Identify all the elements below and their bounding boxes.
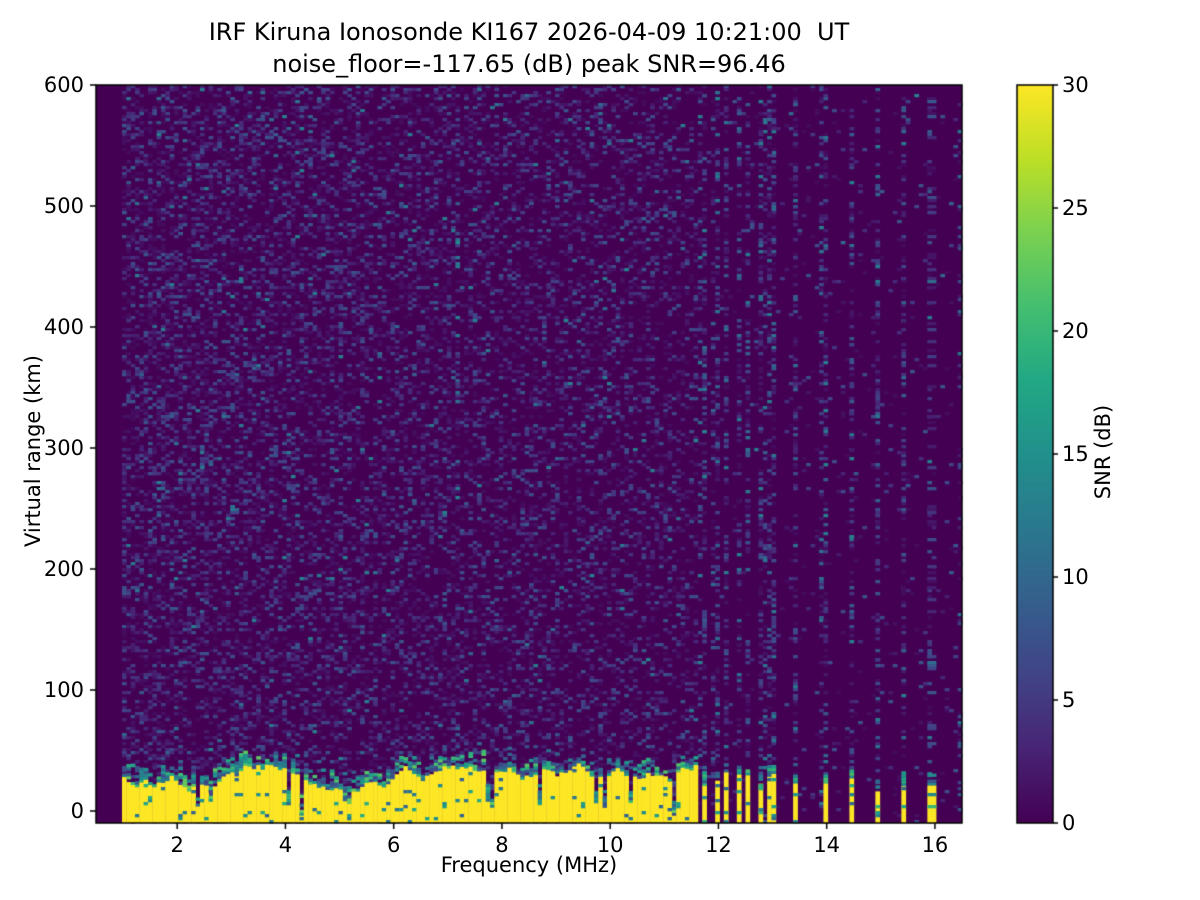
colorbar-tick-label: 20 bbox=[1062, 319, 1089, 343]
x-tick-label: 6 bbox=[387, 833, 401, 857]
x-tick-label: 4 bbox=[278, 833, 293, 857]
x-tick-label: 2 bbox=[170, 833, 184, 857]
x-tick-label: 10 bbox=[596, 833, 624, 857]
y-tick-label: 600 bbox=[43, 73, 84, 97]
colorbar-tick-label: 0 bbox=[1062, 811, 1076, 835]
x-tick-label: 14 bbox=[813, 833, 841, 857]
chart-title: IRF Kiruna Ionosonde KI167 2026-04-09 10… bbox=[208, 18, 850, 46]
colorbar-tick-label: 10 bbox=[1062, 565, 1089, 589]
y-tick-label: 400 bbox=[43, 314, 84, 339]
x-tick-label: 12 bbox=[705, 833, 732, 857]
colorbar-tick-label: 25 bbox=[1062, 196, 1089, 220]
x-tick-label: 16 bbox=[921, 833, 949, 857]
y-tick-label: 100 bbox=[43, 677, 84, 702]
x-tick-label: 8 bbox=[495, 833, 509, 857]
y-tick-label: 500 bbox=[43, 193, 84, 218]
colorbar-tick-label: 15 bbox=[1062, 442, 1089, 466]
chart-subtitle: noise_floor=-117.65 (dB) peak SNR=96.46 bbox=[272, 50, 786, 78]
y-tick-label: 200 bbox=[43, 556, 84, 581]
y-tick-label: 300 bbox=[43, 435, 84, 460]
y-tick-label: 0 bbox=[70, 798, 84, 823]
colorbar-tick-label: 5 bbox=[1062, 688, 1076, 712]
x-axis-label: Frequency (MHz) bbox=[440, 853, 618, 877]
colorbar-tick-label: 30 bbox=[1062, 73, 1089, 97]
